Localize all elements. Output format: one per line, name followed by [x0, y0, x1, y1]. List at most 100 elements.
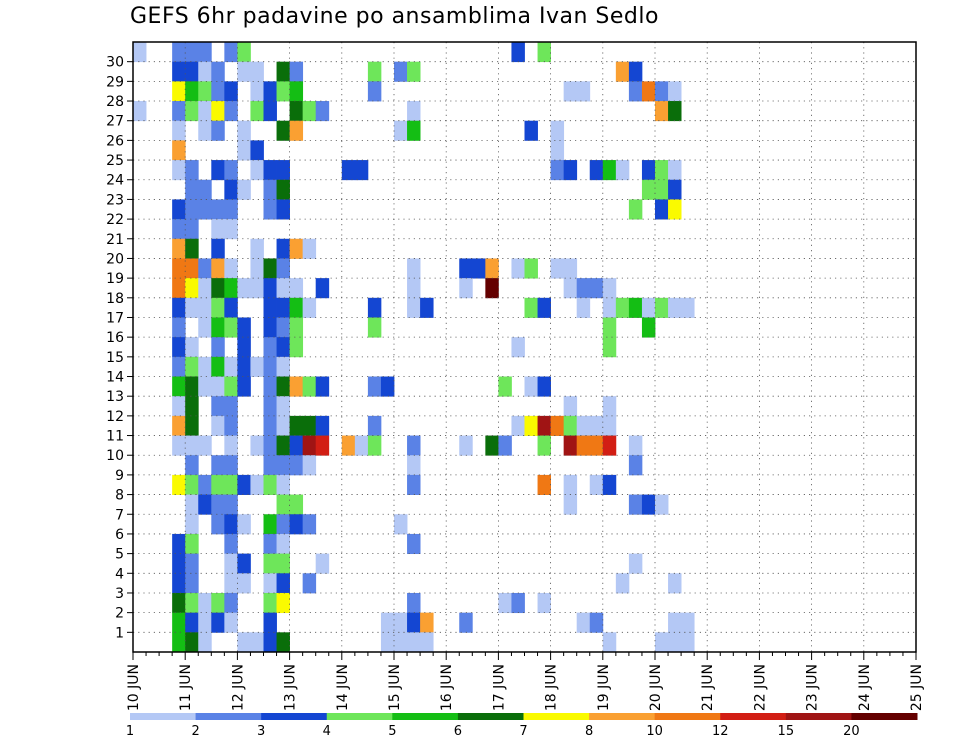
precip-cell-member-29-step-11 — [276, 61, 290, 82]
precip-cell-member-21-step-6 — [211, 219, 225, 240]
precip-cell-member-20-step-4 — [185, 238, 199, 259]
y-tick-label: 15 — [106, 350, 124, 366]
precip-cell-member-26-step-3 — [172, 120, 186, 141]
precip-cell-member-8-step-3 — [172, 474, 186, 495]
precip-cell-member-27-step-10 — [263, 101, 277, 122]
precip-cell-member-16-step-5 — [198, 317, 212, 338]
y-tick-label: 6 — [115, 527, 124, 543]
precip-cell-member-3-step-37 — [615, 573, 630, 594]
precip-cell-member-29-step-4 — [185, 61, 199, 82]
precip-cell-member-7-step-38 — [628, 494, 643, 515]
precip-cell-member-16-step-8 — [237, 317, 251, 338]
precip-cell-member-4-step-11 — [276, 553, 290, 574]
precip-cell-member-17-step-3 — [172, 297, 186, 318]
precip-cell-member-11-step-6 — [211, 415, 225, 436]
precip-cell-member-19-step-6 — [211, 258, 225, 279]
precip-cell-member-22-step-11 — [276, 199, 290, 220]
x-tick-label: 23 JUN — [805, 664, 821, 711]
precip-cell-member-0-step-10 — [263, 632, 277, 653]
precip-cell-member-30-step-3 — [172, 42, 186, 63]
precip-cell-member-11-step-3 — [172, 415, 186, 436]
precip-cell-member-18-step-21 — [407, 278, 421, 299]
precip-cell-member-12-step-4 — [185, 396, 199, 417]
precip-cell-member-12-step-10 — [263, 396, 277, 417]
precip-cell-member-11-step-4 — [185, 415, 199, 436]
y-tick-label: 18 — [106, 291, 124, 307]
precip-cell-member-18-step-11 — [276, 278, 290, 299]
precip-cell-member-13-step-8 — [237, 376, 251, 397]
precip-cell-member-10-step-11 — [276, 435, 290, 456]
precip-cell-member-0-step-5 — [198, 632, 212, 653]
precip-cell-member-5-step-7 — [224, 533, 238, 555]
precip-cell-member-18-step-14 — [315, 278, 330, 299]
legend-label: 6 — [454, 724, 462, 739]
precip-cell-member-22-step-7 — [224, 199, 238, 220]
precip-cell-member-14-step-10 — [263, 356, 277, 377]
precip-cell-member-18-step-8 — [237, 278, 251, 299]
precip-cell-member-18-step-5 — [198, 278, 212, 299]
precip-cell-member-3-step-7 — [224, 573, 238, 594]
precip-cell-member-25-step-3 — [172, 140, 186, 161]
color-legend: 1 2 3 4 5 6 7 8 10 12 15 20 — [126, 713, 918, 739]
precip-cell-member-7-step-6 — [211, 494, 225, 515]
precip-cell-member-7-step-7 — [224, 494, 238, 515]
precip-cell-member-2-step-11 — [276, 592, 290, 614]
y-tick-label: 4 — [115, 566, 124, 582]
precip-cell-member-23-step-41 — [668, 179, 682, 200]
legend-label: 1 — [126, 724, 134, 739]
precip-cell-member-28-step-39 — [641, 81, 656, 102]
precip-cell-member-13-step-19 — [380, 376, 395, 397]
precip-cell-member-10-step-17 — [354, 435, 369, 456]
precip-cell-member-8-step-10 — [263, 474, 277, 495]
precip-cell-member-10-step-35 — [589, 435, 604, 456]
precip-cell-member-10-step-31 — [537, 435, 551, 456]
x-axis: 10 JUN 11 JUN 12 JUN 13 JUN 14 JUN 15 JUN 16 J… — [126, 652, 925, 711]
precip-cell-member-28-step-3 — [172, 81, 186, 102]
precip-cell-member-10-step-7 — [224, 435, 238, 456]
precip-cell-member-23-step-11 — [276, 179, 290, 200]
y-tick-label: 16 — [106, 330, 124, 346]
precip-cell-member-17-step-30 — [524, 297, 538, 318]
precip-cell-member-27-step-4 — [185, 101, 199, 122]
precip-cell-member-9-step-7 — [224, 455, 238, 476]
precip-cell-member-17-step-41 — [668, 297, 682, 318]
precip-cell-member-4-step-10 — [263, 553, 277, 574]
precip-cell-member-18-step-4 — [185, 278, 199, 299]
precip-cell-member-27-step-9 — [250, 101, 264, 122]
precip-cell-member-6-step-12 — [289, 514, 304, 535]
precip-cell-member-14-step-8 — [237, 356, 251, 377]
y-tick-label: 2 — [115, 606, 124, 622]
precip-cell-member-27-step-3 — [172, 101, 186, 122]
y-tick-label: 3 — [115, 586, 124, 602]
precip-cell-member-2-step-3 — [172, 592, 186, 614]
precip-cell-member-17-step-36 — [602, 297, 617, 318]
legend-swatch — [851, 713, 918, 720]
precip-cell-member-10-step-34 — [576, 435, 591, 456]
precip-cell-member-6-step-13 — [302, 514, 317, 535]
y-tick-label: 5 — [115, 547, 124, 563]
y-tick-label: 13 — [106, 389, 124, 405]
chart-title: GEFS 6hr padavine po ansamblima Ivan Sed… — [130, 4, 659, 29]
precip-cell-member-19-step-4 — [185, 258, 199, 279]
precip-cell-member-1-step-42 — [681, 612, 695, 633]
precip-cell-member-13-step-10 — [263, 376, 277, 397]
precip-cell-member-23-step-7 — [224, 179, 238, 200]
precip-cell-member-3-step-10 — [263, 573, 277, 594]
precip-cell-member-20-step-13 — [302, 238, 317, 259]
precip-cell-member-19-step-27 — [485, 258, 499, 279]
precip-cell-member-8-step-9 — [250, 474, 264, 495]
precip-cell-member-18-step-27 — [485, 278, 499, 299]
x-tick-label: 14 JUN — [335, 664, 351, 711]
precip-cell-member-28-step-10 — [263, 81, 277, 102]
precip-cell-member-28-step-11 — [276, 81, 290, 102]
precip-cell-member-25-step-9 — [250, 140, 264, 161]
precip-cell-member-18-step-7 — [224, 278, 238, 299]
precip-cell-member-1-step-5 — [198, 612, 212, 633]
precip-cell-member-2-step-28 — [498, 592, 512, 614]
precip-cell-member-1-step-19 — [380, 612, 395, 633]
precip-cell-member-8-step-11 — [276, 474, 290, 495]
precip-cell-member-3-step-41 — [668, 573, 682, 594]
x-tick-label: 21 JUN — [700, 664, 716, 711]
precip-cell-member-10-step-14 — [315, 435, 330, 456]
precip-cell-member-26-step-8 — [237, 120, 251, 141]
